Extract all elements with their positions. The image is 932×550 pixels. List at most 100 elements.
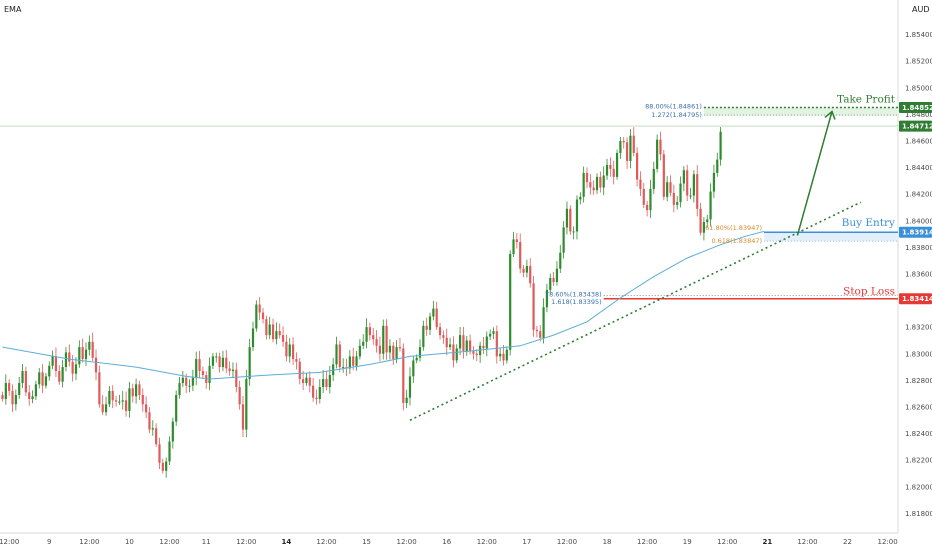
candle-body xyxy=(81,347,84,360)
candle-body xyxy=(271,324,275,340)
candle-body xyxy=(415,357,418,361)
candle-body xyxy=(612,168,615,177)
candle-body xyxy=(338,344,341,368)
price-tag-label: 1.83914 xyxy=(902,229,932,237)
candle-body xyxy=(261,312,265,320)
time-tick-label: 19 xyxy=(683,538,692,546)
candle-body xyxy=(442,335,445,338)
candle-body xyxy=(235,369,238,388)
candle-body xyxy=(265,319,268,336)
price-tag-label: 1.83414 xyxy=(902,295,932,303)
candle-body xyxy=(275,331,278,340)
candle-body xyxy=(652,168,655,189)
price-tick-label: 1.83000 xyxy=(905,350,932,358)
candle-body xyxy=(211,356,215,366)
fib-sl-2-label: 1.618(1.83395) xyxy=(551,298,602,306)
candle-body xyxy=(44,376,48,386)
candle-body xyxy=(462,335,465,352)
candle-body xyxy=(412,360,415,377)
candle-body xyxy=(151,428,154,430)
candle-body xyxy=(188,385,191,387)
candle-body xyxy=(191,377,194,386)
candle-body xyxy=(378,345,382,354)
candle-body xyxy=(392,345,395,360)
candle-body xyxy=(562,227,565,253)
text-layer: Take Profit Buy Entry Stop Loss 88.00%(1.84… xyxy=(545,93,896,306)
candle-body xyxy=(422,325,425,348)
candle-body xyxy=(489,333,492,337)
time-tick-label: 12:00 xyxy=(717,538,737,546)
candle-body xyxy=(165,461,168,471)
candle-body xyxy=(492,331,495,334)
time-tick-label: 14 xyxy=(282,538,292,546)
candle-body xyxy=(469,340,472,352)
candle-body xyxy=(158,444,161,463)
candle-body xyxy=(669,182,672,193)
time-tick-label: 12:00 xyxy=(637,538,657,546)
price-tag-label: 1.84852 xyxy=(902,104,932,112)
candle-body xyxy=(388,345,392,353)
candle-body xyxy=(91,341,94,358)
fib-tp-2-label: 1.272(1.84795) xyxy=(651,111,702,119)
candle-body xyxy=(385,325,388,353)
time-tick-label: 12:00 xyxy=(557,538,577,546)
candle-body xyxy=(686,170,689,196)
candle-body xyxy=(71,361,74,374)
arrow-layer xyxy=(796,110,836,236)
take-profit-zone xyxy=(703,107,898,116)
candle-body xyxy=(111,391,114,401)
candle-body xyxy=(251,328,255,348)
price-tick-label: 1.82000 xyxy=(905,483,932,491)
candle-body xyxy=(402,348,405,403)
candle-body xyxy=(599,176,602,188)
candle-body xyxy=(519,242,522,269)
candle-body xyxy=(609,164,612,169)
candle-body xyxy=(535,329,538,332)
candle-body xyxy=(245,379,248,430)
time-tick-label: 12:00 xyxy=(0,538,19,546)
candle-body xyxy=(445,337,448,348)
candle-body xyxy=(702,222,705,233)
candle-body xyxy=(622,140,625,143)
price-tick-label: 1.84600 xyxy=(905,137,932,145)
candle-body xyxy=(365,327,368,342)
time-tick-label: 11 xyxy=(202,538,211,546)
candle-body xyxy=(108,391,111,405)
candle-body xyxy=(438,327,442,336)
time-tick-label: 9 xyxy=(47,538,51,546)
candle-body xyxy=(215,356,218,358)
candle-body xyxy=(268,324,271,336)
time-tick-label: 12:00 xyxy=(316,538,336,546)
price-tick-label: 1.84000 xyxy=(905,217,932,225)
fib-tp-1-label: 88.00%(1.84861) xyxy=(645,102,702,110)
candle-body xyxy=(676,202,679,205)
candle-body xyxy=(302,379,305,384)
price-tick-label: 1.82400 xyxy=(905,430,932,438)
candle-body xyxy=(128,388,131,411)
candle-body xyxy=(28,392,31,399)
candle-body xyxy=(98,372,101,405)
trend-layer xyxy=(409,201,862,421)
candle-body xyxy=(458,335,462,349)
candle-body xyxy=(602,175,605,188)
candle-body xyxy=(565,208,569,228)
candle-body xyxy=(121,400,124,402)
ema-layer xyxy=(2,230,765,380)
take-profit-label: Take Profit xyxy=(837,93,896,105)
candle-body xyxy=(255,304,258,329)
candle-body xyxy=(636,152,639,180)
candle-body xyxy=(592,187,595,191)
candle-body xyxy=(308,377,311,386)
price-tick-label: 1.85000 xyxy=(905,84,932,92)
candle-body xyxy=(589,182,592,188)
candle-body xyxy=(549,277,552,290)
buy-entry-zone xyxy=(764,232,898,242)
candle-body xyxy=(559,252,562,269)
price-tick-label: 1.83600 xyxy=(905,270,932,278)
candle-body xyxy=(195,359,198,378)
candle-body xyxy=(585,172,589,183)
support-trendline xyxy=(409,201,862,421)
candle-body xyxy=(181,377,184,384)
candle-body xyxy=(198,359,201,372)
